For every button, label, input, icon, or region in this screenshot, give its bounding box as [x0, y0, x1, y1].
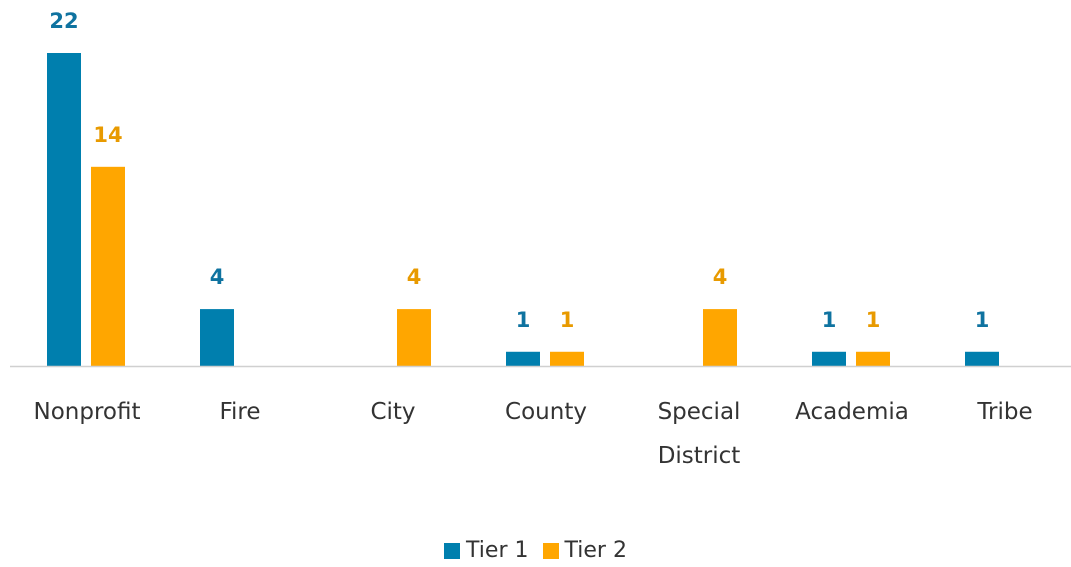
data-label: 22 — [49, 9, 79, 33]
bar — [812, 351, 846, 366]
legend: Tier 1 Tier 2 — [0, 538, 1071, 563]
bar — [703, 309, 737, 366]
bar — [200, 309, 234, 366]
x-tick-label: Special District — [657, 399, 741, 469]
data-label: 1 — [821, 307, 837, 332]
data-label: 1 — [974, 307, 990, 332]
bar — [397, 309, 431, 366]
x-tick-label: City — [370, 399, 416, 425]
bar — [506, 351, 540, 366]
x-tick-label: Nonprofit — [33, 399, 141, 425]
x-tick-label: Academia — [795, 399, 909, 425]
legend-label: Tier 1 — [466, 538, 529, 563]
data-label: 4 — [406, 265, 422, 290]
data-label: 1 — [515, 307, 531, 332]
legend-item: Tier 2 — [542, 538, 627, 563]
data-label: 1 — [559, 307, 575, 332]
legend-swatch — [444, 542, 461, 559]
legend-label: Tier 2 — [564, 538, 627, 563]
x-tick-label: County — [505, 399, 587, 425]
bar — [91, 166, 125, 366]
x-tick-label: Tribe — [977, 399, 1033, 425]
x-tick-label: Fire — [219, 399, 261, 425]
bar — [965, 351, 999, 366]
bar — [47, 53, 81, 366]
bar — [856, 351, 890, 366]
legend-item: Tier 1 — [444, 538, 529, 563]
bar — [550, 351, 584, 366]
legend-swatch — [542, 542, 559, 559]
data-label: 4 — [712, 265, 728, 290]
data-label: 14 — [93, 122, 123, 147]
data-label: 4 — [209, 265, 225, 290]
data-label: 1 — [865, 307, 881, 332]
